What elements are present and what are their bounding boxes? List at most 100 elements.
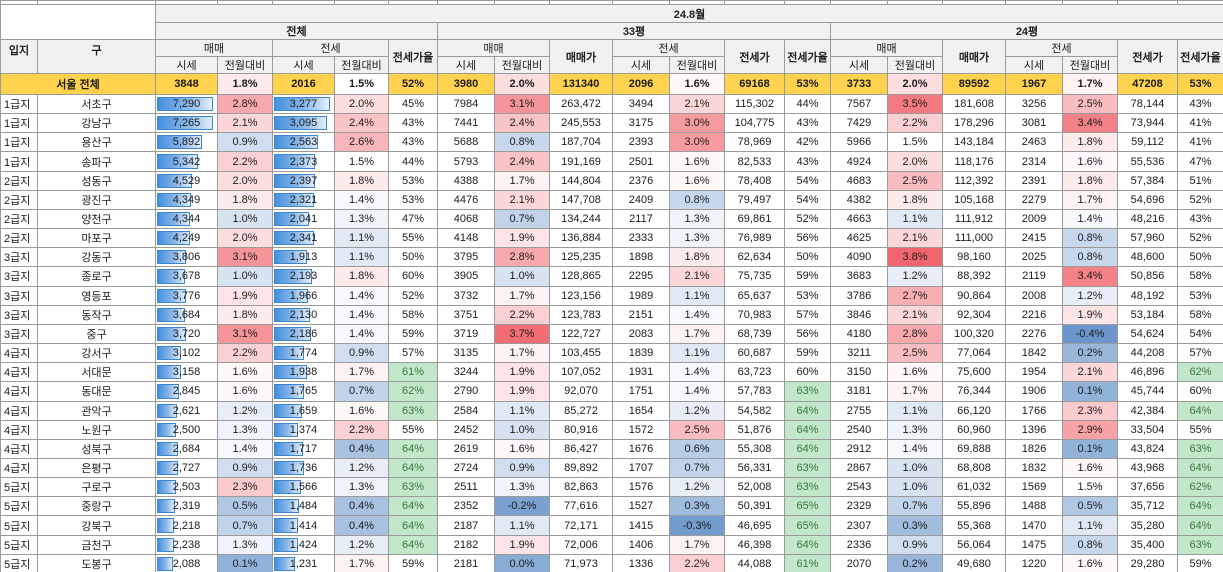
cell-ratio[interactable]: 65% <box>784 496 831 517</box>
cell-ratio[interactable]: 64% <box>784 534 831 555</box>
cell-price[interactable]: 2463 <box>1005 132 1063 153</box>
cell-district[interactable]: 서대문 <box>37 362 156 383</box>
cell-lease-price[interactable]: 50,391 <box>724 496 785 517</box>
cell-summary-label[interactable]: 서울 전체 <box>0 73 156 95</box>
cell-mom[interactable]: 1.4% <box>669 304 725 325</box>
cell-ratio[interactable]: 53% <box>784 285 831 306</box>
cell-price[interactable]: 1707 <box>612 457 670 479</box>
cell-mom[interactable]: 2.5% <box>669 419 725 440</box>
cell-mom[interactable]: 3.4% <box>1062 266 1118 287</box>
cell-mom[interactable]: 1.1% <box>494 400 550 421</box>
header-mom[interactable]: 전월대비 <box>217 56 273 74</box>
cell-ratio[interactable]: 54% <box>1177 323 1223 345</box>
cell-mom[interactable]: 1.8% <box>887 189 943 210</box>
cell-price-databar[interactable]: 1,424 <box>272 534 335 555</box>
cell-district[interactable]: 노원구 <box>37 419 156 440</box>
cell-district[interactable]: 구로구 <box>37 477 156 498</box>
cell-trade-price[interactable]: 131340 <box>549 73 613 95</box>
cell-mom[interactable]: 0.3% <box>669 496 725 517</box>
cell-mom[interactable]: 2.2% <box>494 304 550 325</box>
cell-price-databar[interactable]: 1,231 <box>272 553 335 572</box>
cell-ratio[interactable]: 59% <box>388 553 438 572</box>
cell-trade-price[interactable]: 245,553 <box>549 113 613 134</box>
cell-district[interactable]: 용산구 <box>37 132 156 153</box>
cell-lease-price[interactable]: 48,192 <box>1117 285 1178 306</box>
cell-ratio[interactable]: 64% <box>1177 457 1223 479</box>
cell-district[interactable]: 관악구 <box>37 400 156 421</box>
cell-price[interactable]: 3256 <box>1005 93 1063 115</box>
cell-mom[interactable]: 2.1% <box>494 189 550 210</box>
cell-district[interactable]: 서초구 <box>37 93 156 115</box>
cell-trade-price[interactable]: 71,973 <box>549 553 613 572</box>
cell-trade-price[interactable]: 76,344 <box>942 381 1006 402</box>
cell-mom[interactable]: 1.1% <box>669 285 725 306</box>
cell-price[interactable]: 2025 <box>1005 247 1063 268</box>
cell-district[interactable]: 성북구 <box>37 438 156 459</box>
cell-ratio[interactable]: 57% <box>1177 343 1223 364</box>
cell-trade-price[interactable]: 187,704 <box>549 132 613 153</box>
cell-ratio[interactable]: 65% <box>784 515 831 536</box>
cell-price[interactable]: 1569 <box>1005 477 1063 498</box>
header-price[interactable]: 시세 <box>437 56 495 74</box>
cell-lease-price[interactable]: 42,384 <box>1117 400 1178 421</box>
header-price[interactable]: 시세 <box>612 56 670 74</box>
cell-ratio[interactable]: 45% <box>388 93 438 115</box>
cell-price[interactable]: 2415 <box>1005 228 1063 249</box>
cell-ratio[interactable]: 57% <box>784 304 831 325</box>
cell-lease-price[interactable]: 57,384 <box>1117 170 1178 191</box>
cell-lease-price[interactable]: 62,634 <box>724 247 785 268</box>
cell-lease-price[interactable]: 69,861 <box>724 208 785 230</box>
cell-ratio[interactable]: 53% <box>1177 285 1223 306</box>
cell-mom[interactable]: 1.6% <box>1062 553 1118 572</box>
cell-lease-price[interactable]: 55,308 <box>724 438 785 459</box>
cell-trade-price[interactable]: 111,912 <box>942 208 1006 230</box>
cell-trade-price[interactable]: 56,064 <box>942 534 1006 555</box>
cell-mom[interactable]: -0.3% <box>669 515 725 536</box>
cell-price[interactable]: 2391 <box>1005 170 1063 191</box>
cell-price-databar[interactable]: 3,102 <box>155 343 218 364</box>
cell-mom[interactable]: 2.1% <box>669 266 725 287</box>
cell-mom[interactable]: 1.3% <box>334 208 389 230</box>
cell-lease-price[interactable]: 73,944 <box>1117 113 1178 134</box>
cell-price-databar[interactable]: 1,736 <box>272 457 335 479</box>
cell-trade-price[interactable]: 112,392 <box>942 170 1006 191</box>
cell-price[interactable]: 1839 <box>612 343 670 364</box>
cell-mom[interactable]: 1.6% <box>334 400 389 421</box>
cell-lease-price[interactable]: 57,783 <box>724 381 785 402</box>
cell-ratio[interactable]: 59% <box>784 343 831 364</box>
cell-grade[interactable]: 1급지 <box>0 113 38 134</box>
cell-price-databar[interactable]: 3,806 <box>155 247 218 268</box>
cell-ratio[interactable]: 50% <box>388 247 438 268</box>
cell-mom[interactable]: 0.8% <box>669 189 725 210</box>
cell-mom[interactable]: 1.7% <box>669 323 725 345</box>
cell-ratio[interactable]: 63% <box>784 477 831 498</box>
header-lease[interactable]: 전세 <box>272 39 389 57</box>
cell-mom[interactable]: 1.9% <box>494 534 550 555</box>
cell-mom[interactable]: 1.7% <box>494 285 550 306</box>
cell-price[interactable]: 4388 <box>437 170 495 191</box>
cell-mom[interactable]: 0.9% <box>494 457 550 479</box>
cell-mom[interactable]: 2.0% <box>217 170 273 191</box>
header-lease-price[interactable]: 전세가 <box>1117 39 1178 74</box>
cell-mom[interactable]: 3.5% <box>887 93 943 115</box>
cell-mom[interactable]: 2.4% <box>494 151 550 172</box>
cell-price-databar[interactable]: 1,765 <box>272 381 335 402</box>
header-lease[interactable]: 전세 <box>612 39 725 57</box>
cell-lease-price[interactable]: 65,637 <box>724 285 785 306</box>
cell-mom[interactable]: 1.0% <box>887 457 943 479</box>
cell-ratio[interactable]: 54% <box>784 170 831 191</box>
cell-trade-price[interactable]: 134,244 <box>549 208 613 230</box>
cell-price[interactable]: 3905 <box>437 266 495 287</box>
cell-ratio[interactable]: 52% <box>784 208 831 230</box>
cell-grade[interactable]: 1급지 <box>0 132 38 153</box>
cell-mom[interactable]: 1.1% <box>334 247 389 268</box>
cell-price[interactable]: 2352 <box>437 496 495 517</box>
cell-mom[interactable]: 1.9% <box>494 362 550 383</box>
cell-price[interactable]: 3211 <box>830 343 888 364</box>
cell-ratio[interactable]: 51% <box>1177 170 1223 191</box>
cell-price[interactable]: 1415 <box>612 515 670 536</box>
cell-price[interactable]: 3751 <box>437 304 495 325</box>
cell-mom[interactable]: 3.0% <box>669 132 725 153</box>
cell-lease-price[interactable]: 63,723 <box>724 362 785 383</box>
cell-price[interactable]: 1954 <box>1005 362 1063 383</box>
